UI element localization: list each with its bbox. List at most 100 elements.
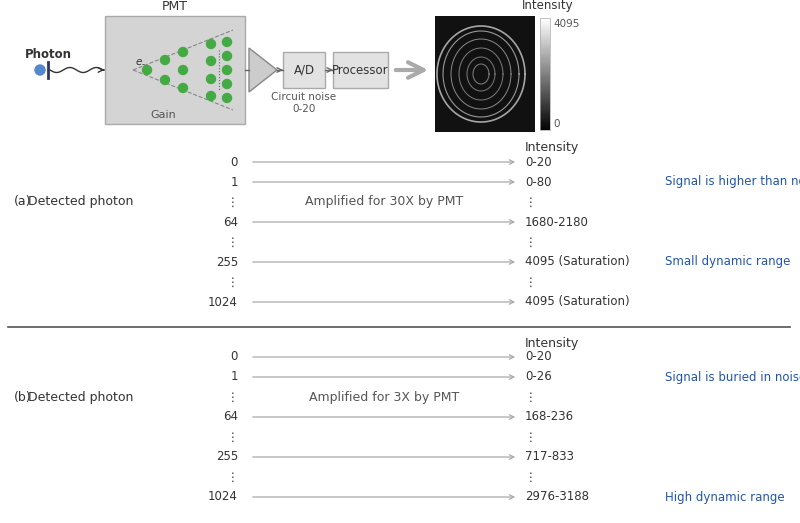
Text: 0-26: 0-26: [525, 370, 552, 383]
Bar: [540, 108, 550, 109]
Bar: [540, 18, 550, 130]
Text: Amplified for 30X by PMT: Amplified for 30X by PMT: [305, 196, 463, 209]
Bar: [540, 25, 550, 26]
Text: e: e: [136, 57, 142, 67]
Bar: [540, 94, 550, 95]
Bar: [540, 40, 550, 41]
Bar: [540, 33, 550, 35]
Bar: [540, 64, 550, 65]
Text: ⋮: ⋮: [525, 235, 537, 248]
Text: 0: 0: [553, 119, 559, 129]
Text: ⋮: ⋮: [226, 276, 238, 289]
Bar: [540, 59, 550, 60]
Circle shape: [206, 40, 215, 49]
Bar: [540, 116, 550, 117]
Bar: [540, 128, 550, 129]
Circle shape: [222, 79, 231, 88]
Text: Intensity: Intensity: [525, 336, 579, 349]
Bar: [540, 82, 550, 83]
Text: PMT: PMT: [162, 0, 188, 13]
Circle shape: [222, 94, 231, 103]
Text: ⋮: ⋮: [525, 196, 537, 209]
Bar: [540, 24, 550, 25]
Bar: [540, 70, 550, 71]
Bar: [540, 112, 550, 113]
Bar: [540, 87, 550, 88]
Text: 0-20: 0-20: [525, 350, 552, 363]
Bar: [540, 110, 550, 111]
Bar: [540, 19, 550, 20]
Circle shape: [206, 92, 215, 100]
Bar: [540, 109, 550, 110]
Bar: [540, 45, 550, 46]
Bar: [540, 32, 550, 33]
Text: Signal is buried in noise: Signal is buried in noise: [665, 370, 800, 383]
Circle shape: [178, 48, 187, 56]
Text: 0-20: 0-20: [525, 155, 552, 168]
Polygon shape: [249, 48, 277, 92]
FancyBboxPatch shape: [283, 52, 325, 88]
Bar: [540, 99, 550, 100]
Bar: [540, 37, 550, 38]
Bar: [540, 22, 550, 24]
Text: 1680-2180: 1680-2180: [525, 215, 589, 229]
Text: ⋮: ⋮: [525, 276, 537, 289]
Text: ⋮: ⋮: [226, 235, 238, 248]
Bar: [540, 26, 550, 27]
Circle shape: [35, 65, 45, 75]
Bar: [540, 101, 550, 102]
Bar: [540, 95, 550, 96]
Bar: [540, 96, 550, 97]
Bar: [540, 43, 550, 44]
Bar: [540, 129, 550, 130]
Bar: [540, 49, 550, 51]
Text: Photon: Photon: [25, 48, 71, 61]
Text: 0-80: 0-80: [525, 176, 551, 188]
Text: 64: 64: [223, 215, 238, 229]
Bar: [540, 44, 550, 45]
Bar: [540, 51, 550, 52]
Circle shape: [161, 55, 170, 64]
Bar: [540, 92, 550, 93]
Bar: [540, 60, 550, 61]
Bar: [540, 126, 550, 127]
Bar: [540, 81, 550, 82]
Text: 4095 (Saturation): 4095 (Saturation): [525, 256, 630, 268]
Circle shape: [206, 74, 215, 84]
Text: Circuit noise
0-20: Circuit noise 0-20: [271, 92, 337, 113]
Bar: [540, 36, 550, 37]
Bar: [540, 119, 550, 120]
Bar: [540, 18, 550, 19]
Bar: [540, 67, 550, 69]
Bar: [540, 102, 550, 103]
Bar: [540, 115, 550, 116]
Bar: [540, 120, 550, 121]
Text: 1: 1: [230, 176, 238, 188]
Bar: [540, 97, 550, 99]
Bar: [540, 91, 550, 92]
Bar: [540, 71, 550, 72]
Bar: [540, 56, 550, 57]
Bar: [540, 66, 550, 67]
Bar: [540, 77, 550, 78]
Bar: [540, 78, 550, 79]
Bar: [540, 111, 550, 112]
Text: A/D: A/D: [294, 63, 314, 76]
Bar: [540, 55, 550, 56]
Bar: [540, 20, 550, 21]
Text: ⋮: ⋮: [525, 391, 537, 404]
Text: ⋮: ⋮: [525, 471, 537, 483]
Bar: [540, 74, 550, 75]
Bar: [540, 121, 550, 122]
Bar: [540, 63, 550, 64]
Bar: [540, 105, 550, 107]
Bar: [540, 113, 550, 115]
Text: 717-833: 717-833: [525, 450, 574, 463]
Circle shape: [206, 56, 215, 65]
Text: Processor: Processor: [332, 63, 389, 76]
Bar: [540, 73, 550, 74]
Bar: [540, 27, 550, 28]
Bar: [540, 47, 550, 48]
Bar: [540, 52, 550, 53]
Bar: [540, 72, 550, 73]
